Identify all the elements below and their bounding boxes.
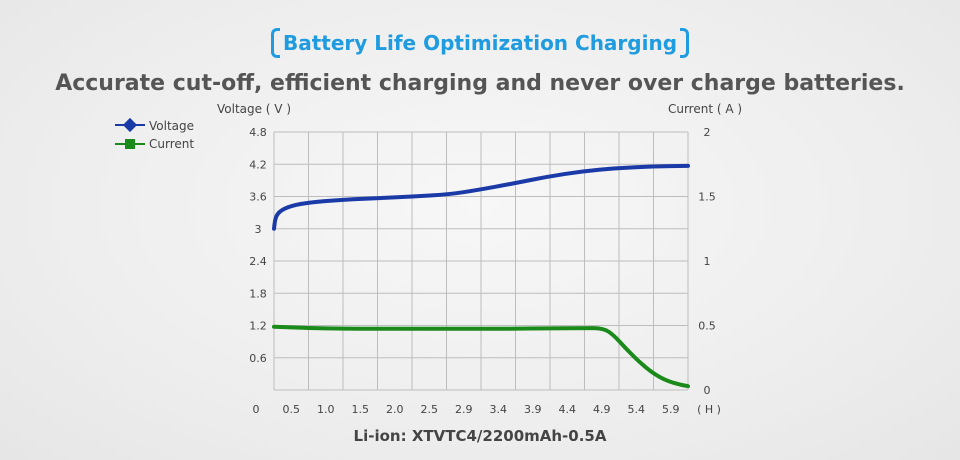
x-origin-label: 0 [253, 403, 260, 416]
legend-voltage-marker [122, 117, 138, 133]
y-right-tick-label: 0 [704, 384, 711, 397]
y-left-tick-label: 3.6 [249, 191, 267, 204]
x-tick-label: 3.9 [524, 403, 542, 416]
x-tick-label: 2.0 [386, 403, 404, 416]
series-line-current [272, 324, 690, 389]
y-left-axis-label: Voltage ( V ) [217, 102, 291, 116]
y-left-tick-label: 2.4 [249, 255, 267, 268]
y-left-tick-label: 0.6 [249, 352, 267, 365]
series-lines [272, 163, 690, 389]
legend-voltage-label: Voltage [149, 119, 194, 133]
series-line-voltage [272, 163, 690, 231]
x-tick-label: 5.9 [662, 403, 680, 416]
chart-subtitle: Accurate cut-off, efficient charging and… [55, 71, 905, 96]
x-unit-label: ( H ) [697, 403, 721, 416]
y-left-tick-label: 3 [255, 223, 262, 236]
y-left-tick-label: 1.8 [249, 287, 267, 300]
legend-current-marker [125, 139, 135, 149]
legend-current-label: Current [149, 137, 194, 151]
x-tick-label: 0.5 [283, 403, 301, 416]
x-tick-label: 3.4 [490, 403, 508, 416]
chart-caption: Li-ion: XTVTC4/2200mAh-0.5A [354, 427, 607, 445]
y-right-tick-label: 2 [704, 126, 711, 139]
y-right-tick-label: 1 [704, 255, 711, 268]
y-left-tick-label: 1.2 [249, 320, 267, 333]
chart-title: Battery Life Optimization Charging [270, 28, 690, 58]
y-right-tick-label: 1.5 [698, 191, 716, 204]
x-tick-label: 2.5 [421, 403, 439, 416]
y-left-tick-label: 4.8 [249, 126, 267, 139]
chart-grid [273, 131, 689, 391]
x-tick-label: 2.9 [455, 403, 473, 416]
legend: Voltage Current [115, 117, 194, 151]
x-tick-label: 1.0 [317, 403, 335, 416]
title-block: Battery Life Optimization Charging [0, 28, 960, 58]
x-tick-label: 1.5 [352, 403, 370, 416]
y-left-tick-label: 4.2 [249, 158, 267, 171]
y-right-tick-label: 0.5 [698, 320, 716, 333]
x-tick-label: 4.4 [559, 403, 577, 416]
y-right-axis-label: Current ( A ) [668, 102, 742, 116]
x-tick-label: 4.9 [593, 403, 611, 416]
tick-labels: 4.8 4.2 3.6 3 2.4 1.8 1.2 0.6 2 1.5 1 0.5 0 0 0.5 1.0 1.… [249, 126, 721, 416]
x-tick-label: 5.4 [628, 403, 646, 416]
